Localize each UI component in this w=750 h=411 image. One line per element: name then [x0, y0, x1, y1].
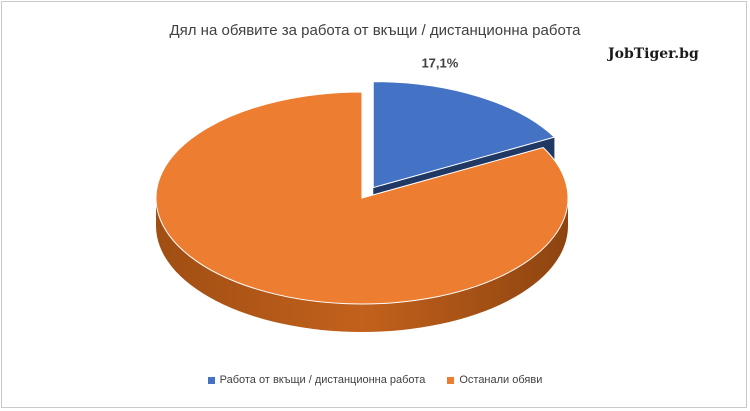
- pie-slice-0: [372, 81, 556, 189]
- legend-item-other: Останали обяви: [447, 374, 542, 386]
- legend-label-remote: Работа от вкъщи / дистанционна работа: [219, 374, 426, 386]
- chart-title: Дял на обявите за работа от вкъщи / дист…: [169, 22, 581, 39]
- pie-side-1: [156, 198, 568, 332]
- legend-swatch-other: [447, 376, 455, 384]
- legend-swatch-remote: [207, 376, 215, 384]
- pie-slice-1: [155, 91, 569, 305]
- brand-watermark: JobTiger.bg: [608, 46, 699, 62]
- legend-label-other: Останали обяви: [459, 374, 543, 386]
- legend-item-remote: Работа от вкъщи / дистанционна работа: [207, 374, 426, 386]
- chart-legend: Работа от вкъщи / дистанционна работа Ос…: [2, 374, 748, 386]
- data-label-0: 17,1%: [421, 55, 458, 70]
